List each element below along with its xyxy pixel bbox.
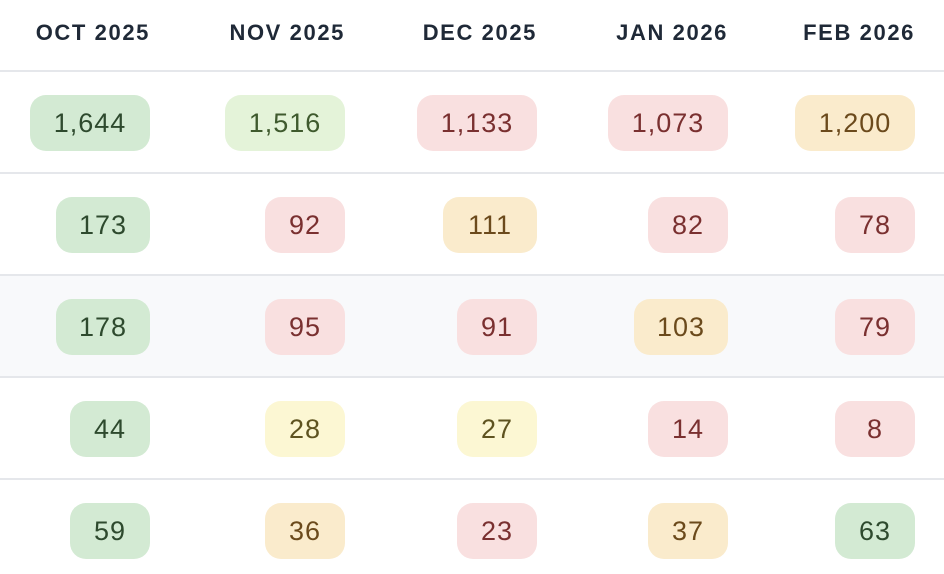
value-badge: 28 xyxy=(265,401,345,457)
value-badge: 103 xyxy=(634,299,728,355)
column-header-oct-2025[interactable]: OCT 2025 xyxy=(35,20,150,45)
value-badge: 111 xyxy=(443,197,537,253)
column-header-nov-2025[interactable]: NOV 2025 xyxy=(229,20,345,45)
value-badge: 44 xyxy=(70,401,150,457)
value-badge: 63 xyxy=(835,503,915,559)
value-badge: 59 xyxy=(70,503,150,559)
table-row[interactable]: 44 28 27 14 8 xyxy=(0,378,944,480)
value-badge: 173 xyxy=(56,197,150,253)
value-badge: 1,073 xyxy=(608,95,728,151)
value-badge: 36 xyxy=(265,503,345,559)
table-row[interactable]: 1,644 1,516 1,133 1,073 1,200 xyxy=(0,72,944,174)
table-header-row: OCT 2025 NOV 2025 DEC 2025 JAN 2026 FEB … xyxy=(0,0,944,72)
value-badge: 82 xyxy=(648,197,728,253)
column-header-jan-2026[interactable]: JAN 2026 xyxy=(616,20,728,45)
value-badge: 92 xyxy=(265,197,345,253)
value-badge: 1,133 xyxy=(417,95,537,151)
value-badge: 78 xyxy=(835,197,915,253)
value-badge: 23 xyxy=(457,503,537,559)
value-badge: 14 xyxy=(648,401,728,457)
value-badge: 178 xyxy=(56,299,150,355)
value-badge: 37 xyxy=(648,503,728,559)
value-badge: 91 xyxy=(457,299,537,355)
table-row[interactable]: 178 95 91 103 79 xyxy=(0,276,944,378)
column-header-dec-2025[interactable]: DEC 2025 xyxy=(422,20,537,45)
value-badge: 1,516 xyxy=(225,95,345,151)
value-badge: 95 xyxy=(265,299,345,355)
value-badge: 1,644 xyxy=(30,95,150,151)
value-badge: 8 xyxy=(835,401,915,457)
value-badge: 1,200 xyxy=(795,95,915,151)
value-badge: 27 xyxy=(457,401,537,457)
table-row[interactable]: 173 92 111 82 78 xyxy=(0,174,944,276)
value-badge: 79 xyxy=(835,299,915,355)
column-header-feb-2026[interactable]: FEB 2026 xyxy=(803,20,915,45)
table-row[interactable]: 59 36 23 37 63 xyxy=(0,480,944,574)
